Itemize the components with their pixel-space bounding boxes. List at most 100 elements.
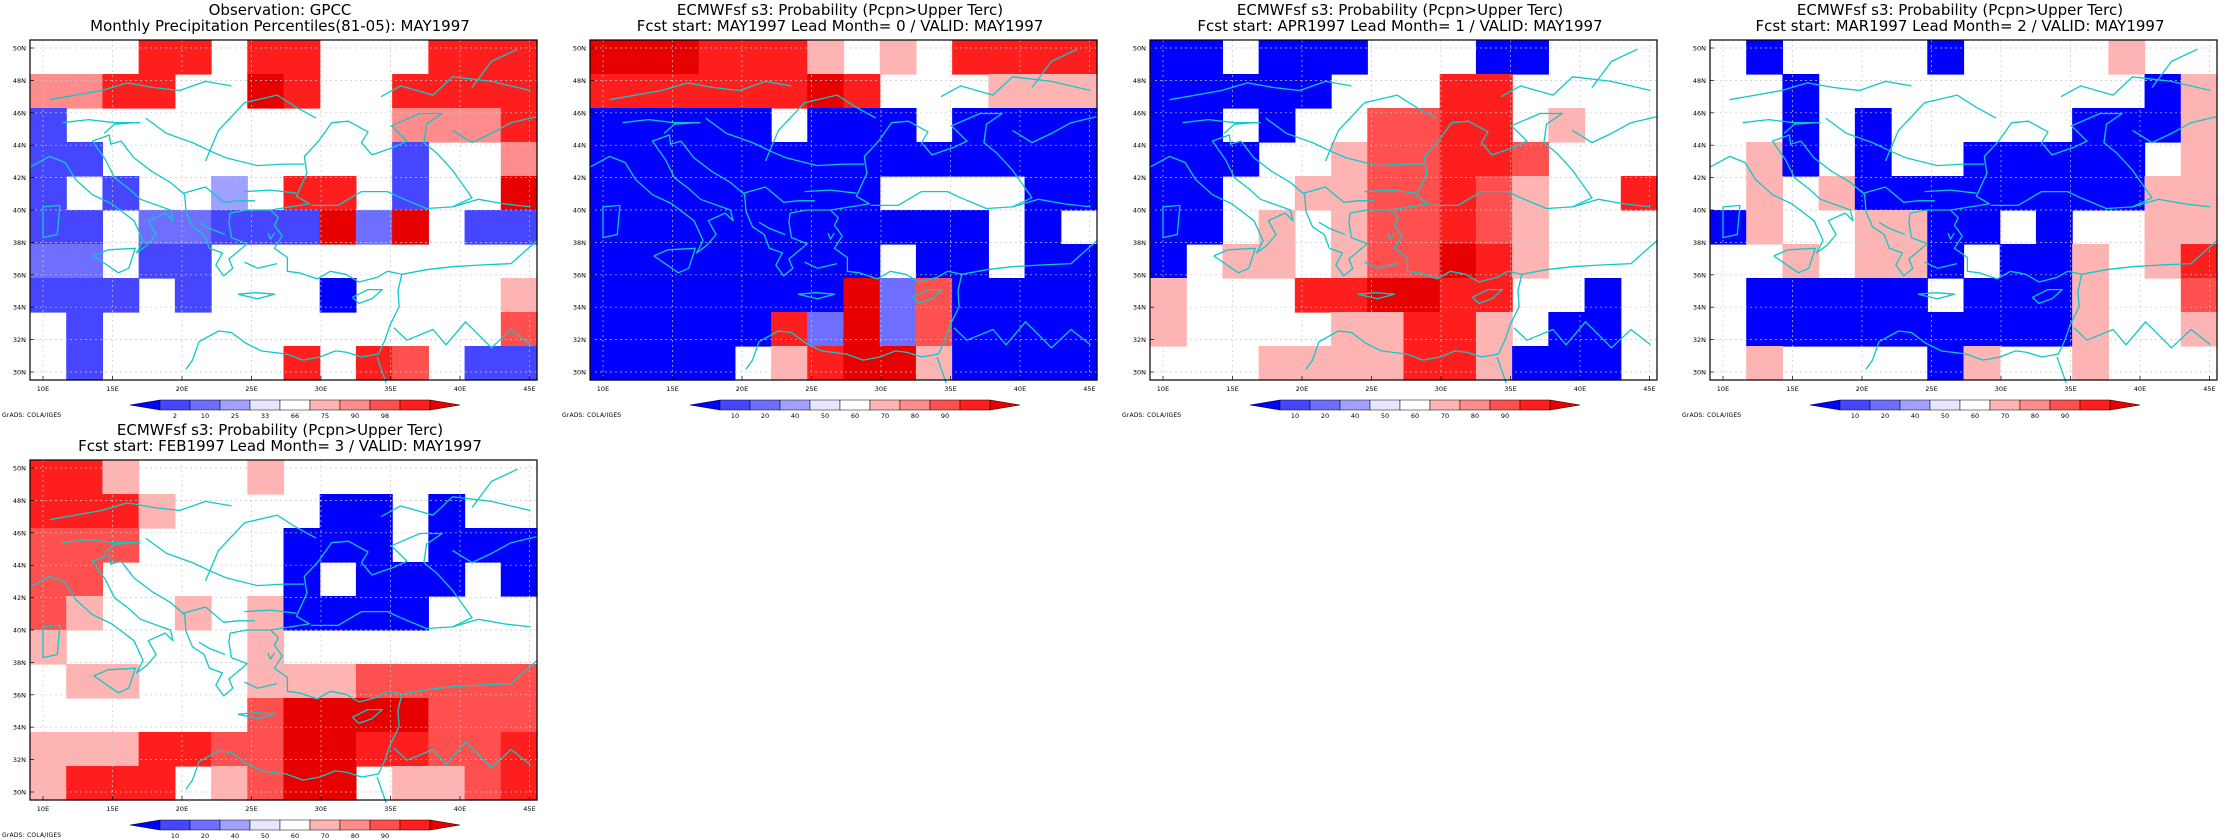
grid-cell bbox=[319, 278, 357, 313]
colorbar-cap-low bbox=[129, 819, 161, 831]
colorbar-swatch bbox=[1959, 399, 1991, 411]
grid-cell bbox=[698, 244, 736, 279]
lon-label: 30E bbox=[1995, 385, 2007, 393]
lon-label: 10E bbox=[37, 385, 49, 393]
lon-label: 20E bbox=[736, 385, 748, 393]
grid-cell bbox=[1927, 244, 1965, 279]
grid-cell bbox=[500, 40, 538, 75]
grid-cell bbox=[138, 732, 176, 767]
grid-cell bbox=[698, 108, 736, 143]
colorbar: 10 20 40 50 60 70 80 90 bbox=[689, 399, 1021, 420]
coastline bbox=[452, 198, 531, 208]
grid-cell bbox=[662, 346, 700, 381]
coastline bbox=[1572, 198, 1651, 208]
colorbar-label: 20 bbox=[1881, 412, 1889, 420]
map-plot: 50N 48N 46N 44N 42N 40N 38N 36N 34N 32N 30N 10E 15E 2… bbox=[1693, 39, 2218, 420]
grid-cell bbox=[1331, 346, 1368, 381]
grid-cell bbox=[626, 176, 664, 211]
grid-cell bbox=[988, 278, 1026, 313]
panel-title: ECMWFsf s3: Probability (Pcpn>Upper Terc… bbox=[1236, 1, 1564, 19]
grid-cell bbox=[1403, 244, 1441, 279]
coastline bbox=[1783, 122, 1815, 134]
grid-cell bbox=[392, 142, 429, 177]
colorbar-swatch bbox=[1839, 399, 1871, 411]
colorbar-swatch bbox=[1429, 399, 1461, 411]
colorbar-label: 80 bbox=[2031, 412, 2039, 420]
lat-label: 42N bbox=[13, 174, 26, 182]
colorbar-label: 90 bbox=[2061, 412, 2069, 420]
colorbar-swatch bbox=[779, 399, 811, 411]
colorbar-cap-high bbox=[429, 399, 461, 411]
grid-cell bbox=[1367, 278, 1405, 313]
coastline bbox=[49, 500, 232, 521]
credit-label: GrADS: COLA/IGES bbox=[562, 412, 622, 419]
lat-label: 36N bbox=[1133, 271, 1146, 279]
lon-label: 40E bbox=[454, 805, 466, 813]
lon-label: 40E bbox=[1574, 385, 1586, 393]
grid-cell bbox=[1024, 142, 1062, 177]
grid-cell bbox=[1367, 142, 1405, 177]
grid-cell bbox=[1403, 346, 1441, 381]
lon-label: 25E bbox=[805, 385, 817, 393]
grid-cell bbox=[30, 244, 67, 279]
grid-cell bbox=[1186, 210, 1224, 245]
grid-cell bbox=[1258, 108, 1296, 143]
grid-cell bbox=[1927, 210, 1965, 245]
coastline bbox=[1825, 117, 1907, 159]
grid-cell bbox=[1294, 346, 1332, 381]
grid-cell bbox=[1367, 108, 1405, 143]
grid-cell bbox=[283, 766, 321, 801]
grid-cell bbox=[1854, 312, 1892, 347]
coastline bbox=[1318, 221, 1346, 236]
coastline bbox=[103, 542, 135, 554]
grid-cell bbox=[734, 244, 772, 279]
grid-cell bbox=[2180, 74, 2218, 109]
grid-cell bbox=[915, 142, 953, 177]
coastline bbox=[830, 112, 1033, 211]
lon-label: 40E bbox=[454, 385, 466, 393]
grid-cell bbox=[30, 630, 67, 665]
coastline bbox=[1884, 94, 1997, 162]
grid-cell bbox=[843, 210, 881, 245]
coastline bbox=[401, 240, 538, 275]
grid-cell bbox=[1927, 312, 1965, 347]
coastline bbox=[827, 232, 835, 240]
coastline bbox=[1303, 186, 1375, 203]
grid-cell bbox=[1150, 40, 1187, 75]
lon-label: 10E bbox=[1717, 385, 1729, 393]
coastline bbox=[1878, 221, 1906, 236]
lat-label: 40N bbox=[13, 627, 26, 635]
lat-label: 36N bbox=[13, 271, 26, 279]
colorbar-label: 40 bbox=[231, 832, 239, 840]
colorbar-swatch bbox=[279, 399, 311, 411]
grid-cell bbox=[1475, 40, 1513, 75]
grid-cell bbox=[988, 346, 1026, 381]
grid-cell bbox=[247, 732, 285, 767]
lon-label: 10E bbox=[37, 805, 49, 813]
lon-label: 25E bbox=[1925, 385, 1937, 393]
colorbar-label: 20 bbox=[761, 412, 769, 420]
coastline bbox=[380, 496, 531, 518]
grid-cell bbox=[1294, 74, 1332, 109]
coastline bbox=[804, 261, 838, 269]
grid-cell bbox=[500, 562, 538, 597]
grid-cell bbox=[1475, 210, 1513, 245]
coastline bbox=[226, 157, 305, 167]
grid-cell bbox=[1024, 244, 1062, 279]
colorbar-label: 10 bbox=[171, 832, 179, 840]
lon-label: 40E bbox=[1014, 385, 1026, 393]
lat-label: 36N bbox=[573, 271, 586, 279]
grid-cell bbox=[1475, 346, 1513, 381]
colorbar-swatch bbox=[1899, 399, 1931, 411]
grid-cell bbox=[1927, 40, 1965, 75]
grid-cell bbox=[247, 630, 285, 665]
coastline bbox=[244, 261, 278, 269]
grid-cell bbox=[590, 108, 627, 143]
coastline bbox=[1591, 48, 1638, 88]
lat-label: 32N bbox=[1133, 336, 1146, 344]
map-plot: 50N 48N 46N 44N 42N 40N 38N 36N 34N 32N 30N 10E 15E 2… bbox=[1133, 39, 1658, 420]
grid-cell bbox=[464, 210, 502, 245]
grid-cell bbox=[30, 176, 67, 211]
lon-label: 45E bbox=[1083, 385, 1095, 393]
grid-cell bbox=[1963, 278, 2001, 313]
